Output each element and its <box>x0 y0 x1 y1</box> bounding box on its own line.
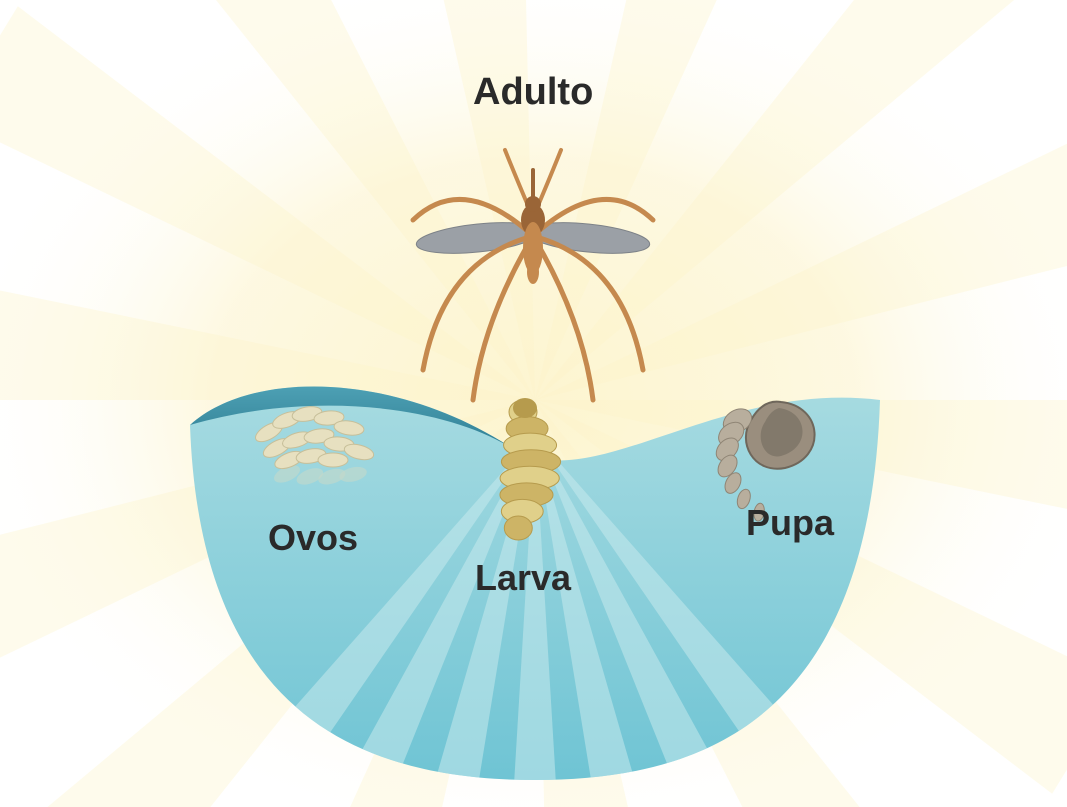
diagram-svg <box>0 0 1067 807</box>
label-ovos: Ovos <box>268 517 358 559</box>
label-adulto: Adulto <box>473 71 593 114</box>
label-pupa: Pupa <box>746 502 834 544</box>
lifecycle-diagram: Adulto Ovos Larva Pupa <box>0 0 1067 807</box>
label-larva: Larva <box>475 557 571 599</box>
